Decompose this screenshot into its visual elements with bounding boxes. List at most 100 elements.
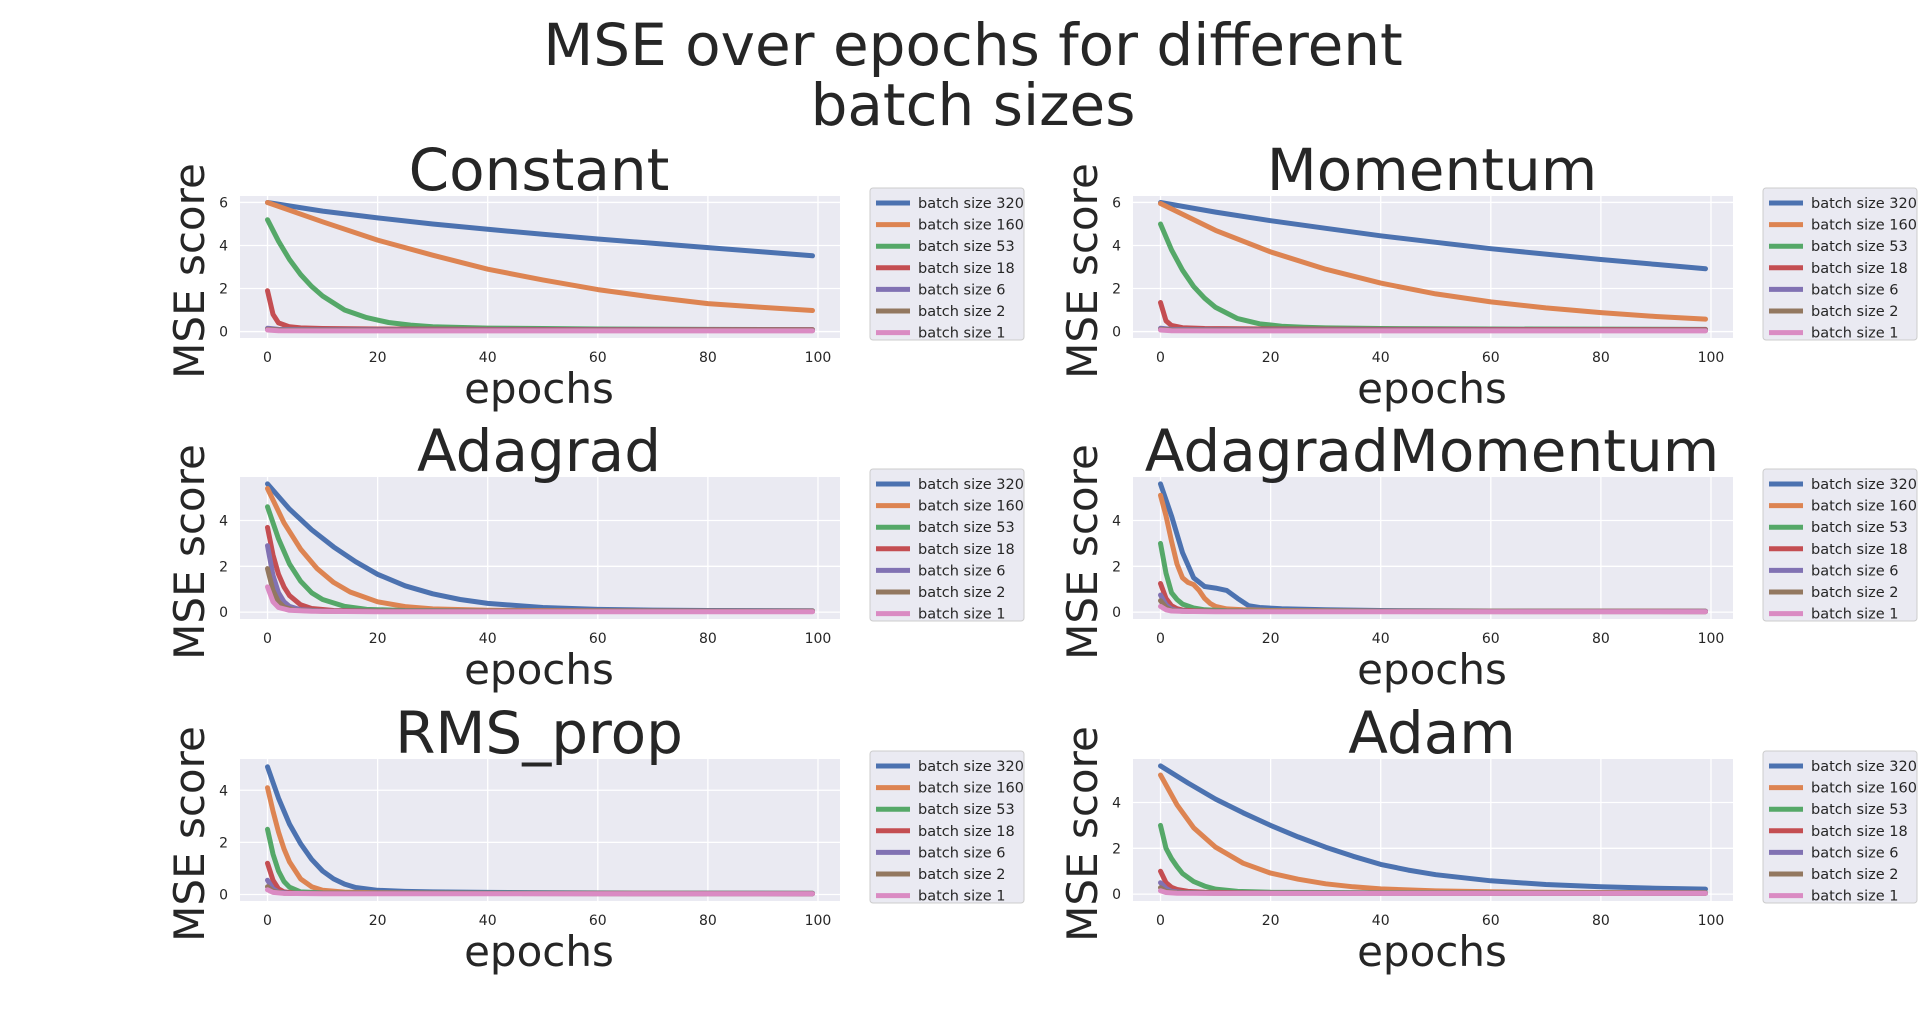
legend-entry: batch size 6: [1811, 282, 1899, 298]
plot-area: [240, 196, 840, 338]
y-tick-label: 2: [219, 559, 228, 575]
figure-title-line-1: MSE over epochs for different: [543, 11, 1403, 79]
legend: batch size 320 batch size 160 batch size 5…: [1762, 468, 1918, 623]
legend-entry: batch size 1: [918, 607, 1006, 623]
y-tick-label: 2: [219, 282, 228, 298]
y-tick-label: 2: [1112, 559, 1121, 575]
legend: batch size 320 batch size 160 batch size 5…: [869, 187, 1025, 342]
legend-entry: batch size 2: [1811, 867, 1899, 883]
x-axis-label: epochs: [464, 927, 614, 976]
legend-entry: batch size 160: [918, 218, 1024, 234]
legend-entry: batch size 6: [1811, 845, 1899, 861]
legend-entry: batch size 320: [1811, 196, 1917, 212]
x-tick-label: 100: [1698, 631, 1725, 647]
legend-entry: batch size 6: [918, 563, 1006, 579]
series-line-batch-size-1: [265, 887, 815, 897]
series-line-batch-size-320: [1158, 200, 1708, 272]
x-axis-label: epochs: [464, 364, 614, 413]
x-tick-label: 100: [1698, 350, 1725, 366]
y-tick-label: 6: [1112, 195, 1121, 211]
figure-title-line-2: batch sizes: [811, 71, 1136, 139]
subplot-title: Momentum: [1267, 136, 1597, 204]
y-axis-label: MSE score: [165, 726, 214, 942]
subplot-adagradmomentum: 0 20 40 60 80 100 0 2 4 AdagradMomentum epochs MSE …: [1058, 417, 1918, 694]
legend-entry: batch size 18: [1811, 261, 1908, 277]
x-axis-label: epochs: [1357, 645, 1507, 694]
x-tick-label: 0: [263, 350, 272, 366]
legend: batch size 320 batch size 160 batch size 5…: [869, 750, 1025, 905]
x-axis-label: epochs: [1357, 927, 1507, 976]
legend-entry: batch size 2: [1811, 304, 1899, 320]
x-tick-label: 100: [805, 631, 832, 647]
y-tick-label: 4: [219, 783, 228, 799]
legend: batch size 320 batch size 160 batch size 5…: [1762, 750, 1918, 905]
x-tick-label: 20: [369, 350, 387, 366]
y-tick-label: 2: [1112, 841, 1121, 857]
legend-entry: batch size 2: [918, 867, 1006, 883]
y-tick-label: 4: [219, 238, 228, 254]
legend-entry: batch size 160: [918, 499, 1024, 515]
x-tick-label: 80: [699, 631, 717, 647]
x-tick-label: 60: [1482, 350, 1500, 366]
x-tick-label: 100: [805, 913, 832, 929]
legend-entry: batch size 6: [918, 845, 1006, 861]
legend-entry: batch size 1: [918, 326, 1006, 342]
x-tick-label: 0: [263, 631, 272, 647]
y-tick-label: 6: [219, 195, 228, 211]
legend-entry: batch size 160: [1811, 218, 1917, 234]
legend-entry: batch size 53: [1811, 239, 1908, 255]
x-tick-label: 0: [1156, 913, 1165, 929]
x-tick-label: 40: [1372, 913, 1390, 929]
legend-entry: batch size 160: [918, 781, 1024, 797]
subplot-constant: 0 20 40 60 80 100 0 2 4 6 Constant epochs MSE score b…: [165, 136, 1025, 413]
legend-entry: batch size 1: [918, 889, 1006, 905]
x-tick-label: 60: [589, 350, 607, 366]
x-tick-label: 40: [1372, 350, 1390, 366]
x-tick-label: 20: [1262, 631, 1280, 647]
x-tick-label: 60: [1482, 913, 1500, 929]
y-axis-label: MSE score: [1058, 444, 1107, 660]
y-tick-label: 0: [219, 325, 228, 341]
subplot-momentum: 0 20 40 60 80 100 0 2 4 6 Momentum epochs MSE score b…: [1058, 136, 1918, 413]
x-tick-label: 100: [1698, 913, 1725, 929]
x-tick-label: 60: [589, 631, 607, 647]
x-tick-label: 20: [369, 913, 387, 929]
y-axis-label: MSE score: [1058, 726, 1107, 942]
x-tick-label: 80: [699, 350, 717, 366]
series-line-batch-size-160: [1158, 201, 1708, 322]
x-tick-label: 20: [1262, 913, 1280, 929]
legend-entry: batch size 2: [918, 304, 1006, 320]
x-tick-label: 40: [1372, 631, 1390, 647]
legend-entry: batch size 18: [1811, 824, 1908, 840]
legend-entry: batch size 6: [1811, 563, 1899, 579]
x-tick-label: 0: [1156, 631, 1165, 647]
subplot-adagrad: 0 20 40 60 80 100 0 2 4 Adagrad epochs MSE score bat…: [165, 417, 1025, 694]
x-tick-label: 80: [699, 913, 717, 929]
subplot-title: Constant: [409, 136, 670, 204]
x-tick-label: 60: [589, 913, 607, 929]
legend-entry: batch size 53: [918, 802, 1015, 818]
legend-entry: batch size 2: [918, 585, 1006, 601]
y-tick-label: 0: [219, 887, 228, 903]
y-tick-label: 0: [1112, 325, 1121, 341]
x-tick-label: 40: [479, 913, 497, 929]
x-tick-label: 80: [1592, 913, 1610, 929]
series-line-batch-size-1: [1158, 888, 1708, 896]
subplot-title: AdagradMomentum: [1145, 417, 1720, 485]
legend-entry: batch size 320: [918, 759, 1024, 775]
legend-entry: batch size 320: [1811, 759, 1917, 775]
y-tick-label: 4: [1112, 796, 1121, 812]
y-tick-label: 2: [219, 835, 228, 851]
legend-entry: batch size 160: [1811, 499, 1917, 515]
x-tick-label: 80: [1592, 631, 1610, 647]
x-tick-label: 0: [1156, 350, 1165, 366]
plot-area: [1133, 759, 1733, 901]
legend-entry: batch size 18: [918, 824, 1015, 840]
legend-entry: batch size 53: [1811, 802, 1908, 818]
y-tick-label: 0: [219, 605, 228, 621]
x-tick-label: 80: [1592, 350, 1610, 366]
legend-entry: batch size 2: [1811, 585, 1899, 601]
